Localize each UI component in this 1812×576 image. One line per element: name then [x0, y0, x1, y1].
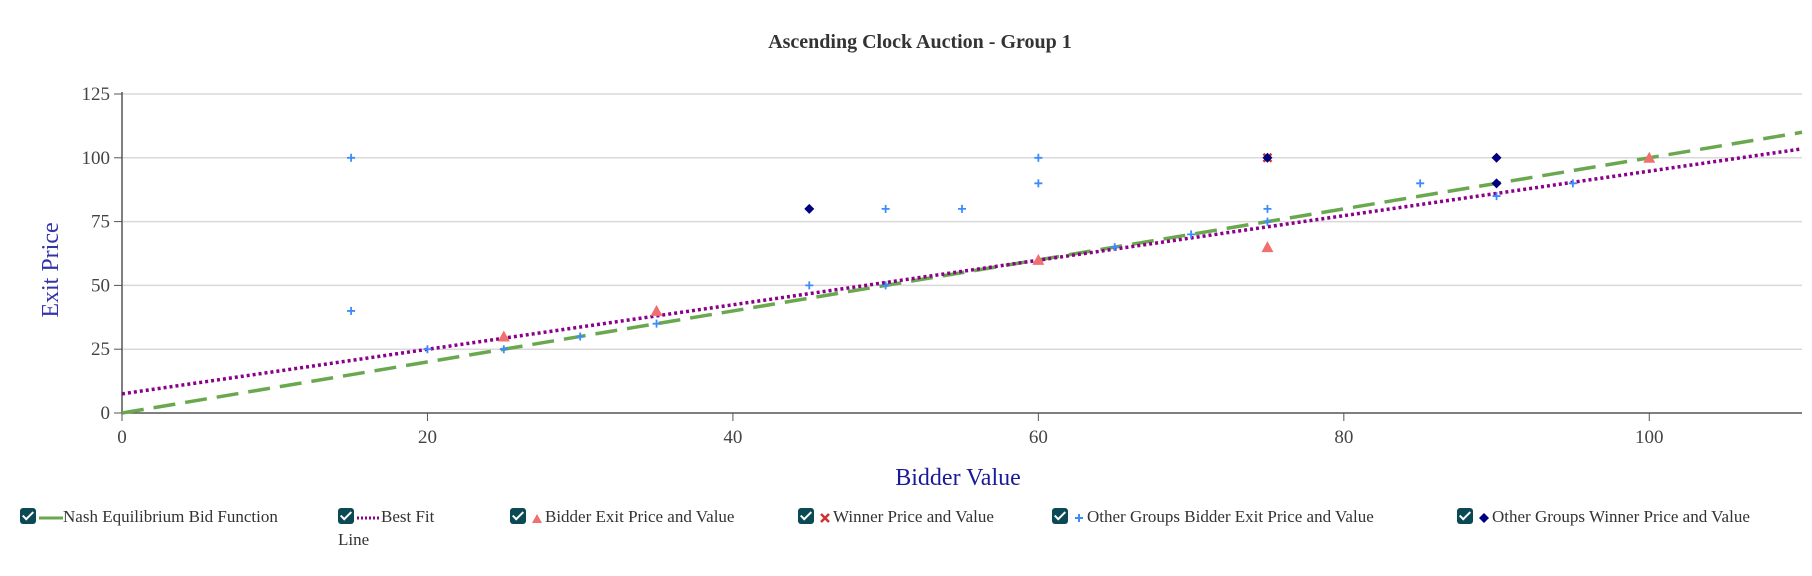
y-tick-label: 125 — [82, 84, 111, 105]
bidder-exit-point — [650, 304, 663, 316]
bidder-exit-point — [1261, 241, 1274, 253]
triangle-icon — [532, 514, 542, 524]
other-group-winner-point — [1491, 178, 1502, 189]
other-group-exit-point — [1492, 192, 1501, 201]
other-group-exit-point — [958, 204, 966, 213]
legend-checkbox-best-fit[interactable] — [338, 508, 354, 524]
legend-checkbox-other-winner[interactable] — [1457, 508, 1473, 524]
other-group-exit-point — [1263, 217, 1272, 226]
legend-item-other-winner[interactable]: Other Groups Winner Price and Value — [1457, 505, 1797, 528]
chart-title: Ascending Clock Auction - Group 1 — [768, 31, 1072, 53]
other-group-exit-point — [1187, 230, 1196, 239]
other-group-exit-point — [805, 281, 814, 290]
other-group-exit-point — [1110, 243, 1119, 252]
solid-line-icon — [39, 516, 63, 520]
legend-item-best-fit[interactable]: Best Fit Line — [338, 505, 468, 551]
legend-label-best-fit: Best Fit Line — [338, 507, 435, 549]
other-group-exit-point — [347, 153, 356, 162]
x-tick-label: 0 — [117, 427, 127, 448]
other-group-winner-point — [1262, 152, 1273, 163]
legend-checkbox-winner[interactable] — [798, 508, 814, 524]
other-group-exit-point — [347, 306, 356, 315]
legend-item-other-exit[interactable]: Other Groups Bidder Exit Price and Value — [1052, 505, 1432, 528]
x-tick-label: 60 — [1029, 427, 1048, 448]
series-lines — [121, 130, 1803, 415]
diamond-icon — [1479, 513, 1489, 524]
best-fit-line — [121, 147, 1803, 396]
legend: Nash Equilibrium Bid Function Best Fit L… — [0, 505, 1812, 569]
other-group-winner-point — [804, 203, 815, 214]
x-tick-label: 100 — [1635, 427, 1664, 448]
other-group-exit-point — [652, 319, 661, 328]
series-points — [347, 151, 1656, 354]
x-tick-label: 40 — [723, 427, 742, 448]
chart-canvas: Ascending Clock Auction - Group 1 0 25 50 7… — [38, 31, 1803, 491]
other-group-exit-point — [1034, 153, 1043, 162]
other-group-exit-point — [423, 345, 432, 354]
other-group-exit-point — [1568, 179, 1577, 188]
legend-label-nash: Nash Equilibrium Bid Function — [63, 507, 278, 526]
x-tick-label: 80 — [1334, 427, 1353, 448]
other-group-exit-point — [881, 281, 890, 290]
legend-label-bidder-exit: Bidder Exit Price and Value — [545, 507, 735, 526]
plus-icon — [1075, 514, 1083, 523]
grid-lines — [122, 93, 1802, 350]
legend-label-winner: Winner Price and Value — [833, 507, 994, 526]
y-tick-label: 75 — [91, 212, 110, 233]
y-tick-label: 50 — [91, 275, 110, 296]
other-group-exit-point — [1416, 179, 1425, 188]
x-axis-label: Bidder Value — [895, 465, 1021, 491]
other-group-exit-point — [576, 332, 585, 341]
dotted-line-icon — [357, 516, 381, 520]
x-mark-icon — [820, 513, 830, 523]
bidder-exit-point — [1643, 151, 1656, 163]
other-group-exit-point — [1263, 204, 1272, 213]
legend-label-other-winner: Other Groups Winner Price and Value — [1492, 507, 1750, 526]
y-axis-label: Exit Price — [38, 222, 64, 317]
other-group-exit-point — [1034, 179, 1043, 188]
legend-item-nash[interactable]: Nash Equilibrium Bid Function — [20, 505, 320, 528]
bidder-exit-point — [497, 330, 510, 342]
y-tick-label: 25 — [91, 339, 110, 360]
y-tick-label: 0 — [101, 403, 111, 424]
bidder-exit-point — [1032, 253, 1045, 265]
legend-item-winner[interactable]: Winner Price and Value — [798, 505, 1018, 528]
y-tick-label: 100 — [82, 148, 111, 169]
legend-label-other-exit: Other Groups Bidder Exit Price and Value — [1087, 507, 1374, 526]
legend-checkbox-nash[interactable] — [20, 508, 36, 524]
legend-checkbox-other-exit[interactable] — [1052, 508, 1068, 524]
other-group-exit-point — [881, 204, 890, 213]
legend-item-bidder-exit[interactable]: Bidder Exit Price and Value — [510, 505, 760, 528]
other-group-winner-point — [1491, 152, 1502, 163]
other-group-exit-point — [499, 345, 508, 354]
x-tick-label: 20 — [418, 427, 437, 448]
axes: 0 25 50 75 100 125 0 20 40 60 80 100 — [82, 84, 1802, 448]
legend-checkbox-bidder-exit[interactable] — [510, 508, 526, 524]
